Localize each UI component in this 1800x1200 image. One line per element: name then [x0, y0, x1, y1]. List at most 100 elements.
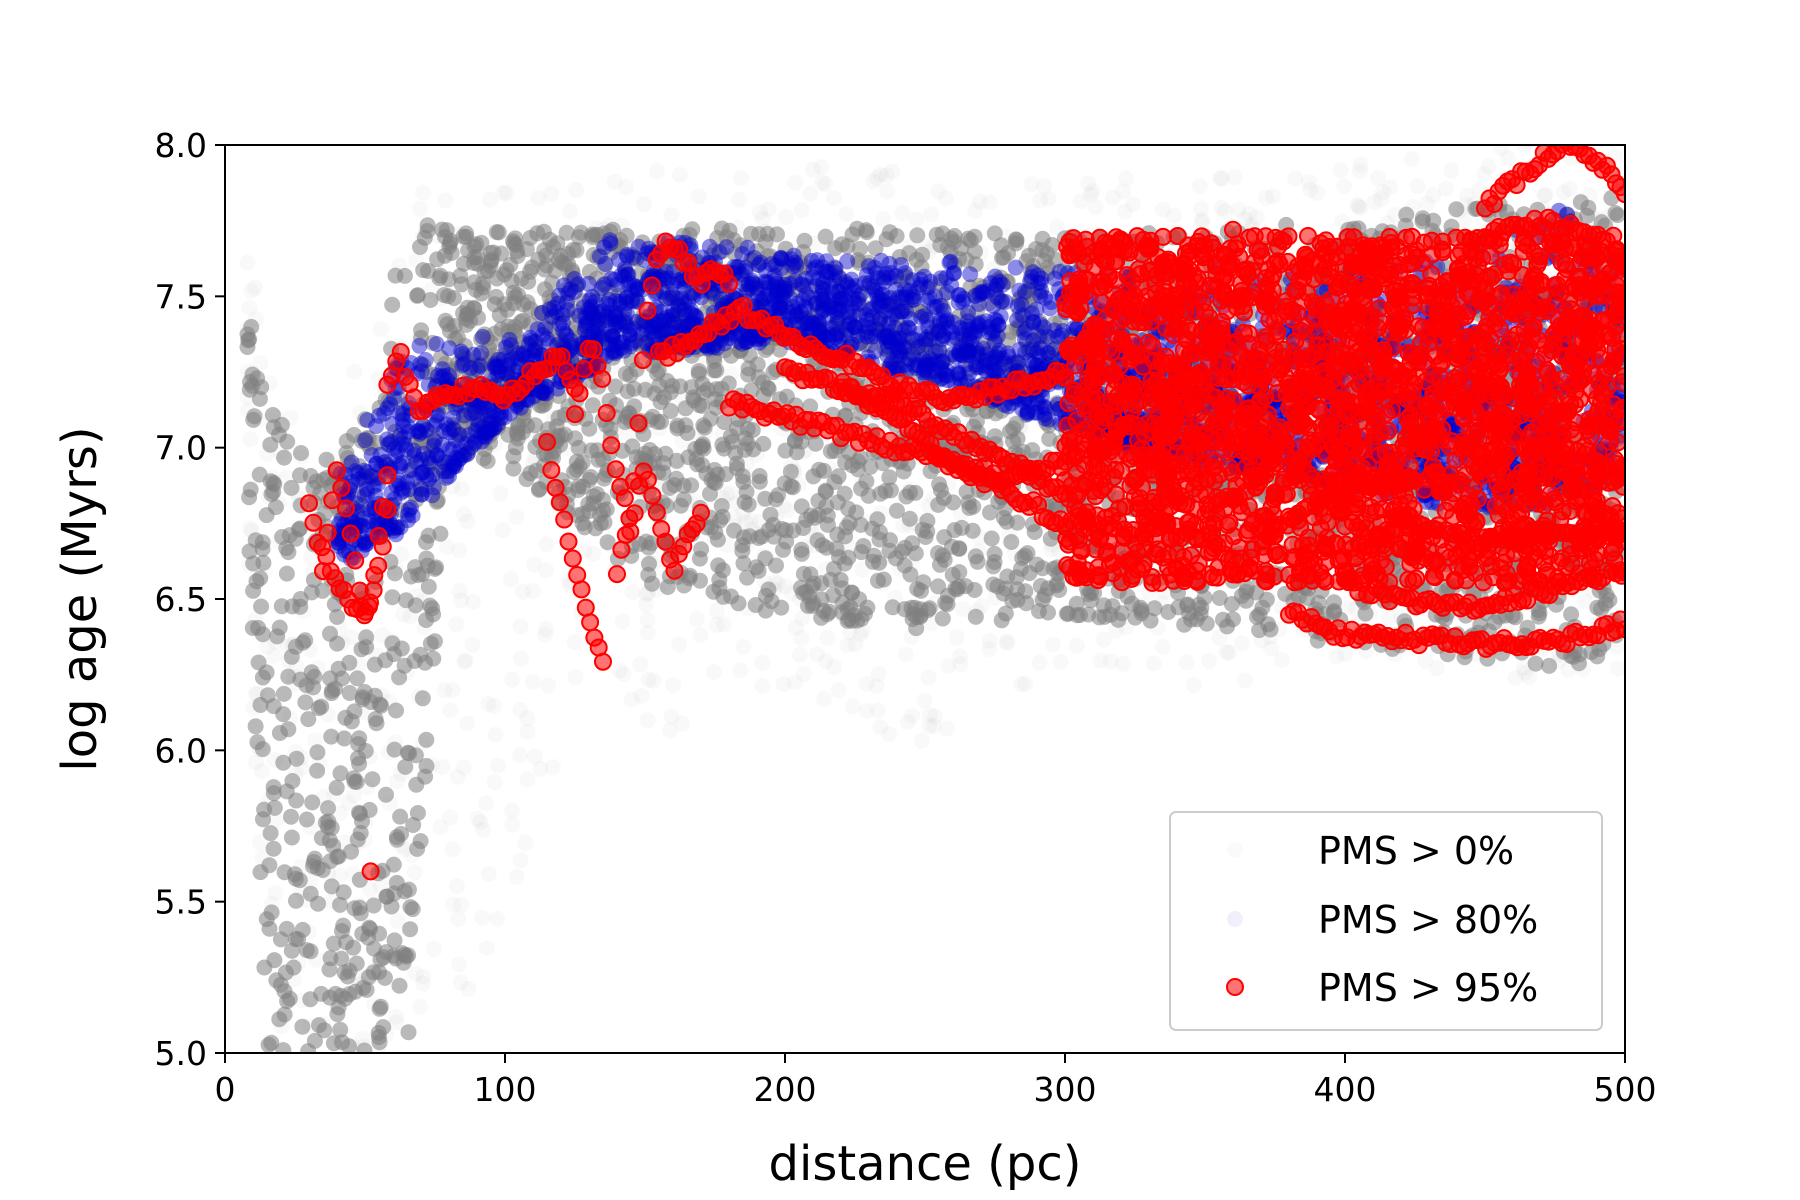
point-pms-0: [505, 460, 522, 477]
point-pms-0: [692, 572, 708, 589]
point-pms-0: [967, 548, 984, 565]
point-pms-0: [735, 474, 752, 490]
point-pms-0: [1579, 207, 1595, 224]
point-pms-0: [451, 542, 467, 559]
point-pms-0: [1370, 169, 1386, 186]
point-pms-0: [283, 808, 299, 825]
point-pms-0: [389, 518, 406, 535]
point-pms-0: [278, 783, 295, 800]
point-pms-0: [442, 232, 459, 249]
point-pms-0: [875, 211, 892, 228]
point-pms-0: [351, 899, 368, 916]
point-pms-0: [1262, 621, 1279, 638]
point-pms-0: [940, 587, 956, 604]
point-pms-0: [268, 972, 285, 989]
point-pms-0: [246, 408, 263, 425]
point-pms-0: [1516, 145, 1533, 153]
point-pms-0: [426, 941, 442, 958]
point-pms-0: [305, 854, 322, 870]
point-pms-0: [479, 453, 496, 470]
point-pms-0: [639, 611, 656, 628]
point-pms-0: [322, 625, 338, 642]
point-pms-0: [607, 378, 624, 395]
point-pms-0: [266, 476, 283, 493]
point-pms-0: [690, 188, 707, 205]
point-pms-0: [464, 636, 481, 653]
point-pms-0: [524, 673, 541, 690]
point-pms-0: [663, 708, 680, 725]
point-pms-0: [1194, 211, 1211, 228]
point-pms-0: [391, 669, 408, 686]
point-pms-0: [321, 832, 338, 849]
point-pms-0: [661, 722, 678, 739]
point-pms-0: [623, 691, 640, 708]
point-pms-0: [739, 569, 756, 586]
point-pms-0: [378, 944, 395, 961]
point-pms-0: [355, 1030, 372, 1047]
point-pms-0: [645, 672, 662, 689]
point-pms-0: [268, 813, 285, 829]
point-pms-0: [269, 628, 286, 645]
point-pms-0: [389, 773, 406, 790]
point-pms-0: [566, 633, 583, 650]
point-pms-0: [872, 719, 889, 736]
point-pms-0: [879, 183, 896, 200]
point-pms-0: [1263, 640, 1280, 657]
point-pms-0: [298, 811, 315, 828]
point-pms-0: [492, 485, 509, 502]
point-pms-0: [733, 170, 750, 187]
point-pms-0: [536, 261, 553, 278]
point-pms-0: [570, 439, 587, 456]
point-pms-0: [544, 759, 561, 776]
point-pms-0: [617, 365, 634, 382]
point-pms-0: [825, 190, 842, 206]
point-pms-0: [338, 934, 354, 951]
point-pms-0: [452, 974, 469, 991]
point-pms-0: [1017, 675, 1034, 692]
point-pms-0: [250, 654, 267, 671]
point-pms-0: [478, 940, 495, 956]
point-pms-0: [345, 770, 362, 787]
point-pms-0: [946, 233, 963, 250]
point-pms-0: [884, 163, 901, 180]
point-pms-0: [265, 785, 282, 802]
point-pms-0: [1040, 604, 1056, 621]
point-pms-0: [512, 852, 529, 869]
point-pms-0: [292, 467, 308, 484]
point-pms-0: [916, 692, 933, 709]
point-pms-0: [341, 654, 358, 671]
point-pms-0: [332, 765, 349, 782]
point-pms-0: [1212, 170, 1229, 187]
point-pms-0: [339, 968, 356, 985]
point-pms-0: [1448, 201, 1465, 218]
point-pms-0: [1166, 207, 1182, 224]
point-pms-0: [864, 520, 881, 537]
point-pms-0: [716, 414, 733, 430]
point-pms-0: [770, 487, 786, 504]
point-pms-0: [248, 754, 265, 771]
point-pms-0: [967, 608, 984, 625]
point-pms-0: [1082, 186, 1099, 203]
point-pms-0: [981, 641, 998, 658]
point-pms-0: [1068, 637, 1085, 654]
point-pms-0: [1145, 655, 1162, 672]
point-pms-0: [999, 635, 1015, 652]
point-pms-0: [695, 440, 712, 457]
point-pms-0: [765, 516, 782, 533]
point-pms-0: [407, 597, 424, 614]
point-pms-0: [558, 224, 575, 241]
point-pms-0: [737, 514, 754, 531]
point-pms-0: [1034, 230, 1051, 247]
point-pms-0: [1034, 560, 1051, 577]
point-pms-0: [280, 668, 297, 685]
point-pms-0: [482, 191, 498, 208]
point-pms-0: [381, 436, 398, 453]
point-pms-0: [459, 299, 476, 316]
point-pms-0: [325, 1035, 342, 1052]
point-pms-0: [377, 652, 394, 669]
point-pms-0: [279, 993, 296, 1010]
point-pms-0: [265, 840, 282, 857]
point-pms-0: [982, 504, 998, 521]
point-pms-0: [515, 583, 532, 600]
point-pms-0: [1213, 199, 1230, 216]
